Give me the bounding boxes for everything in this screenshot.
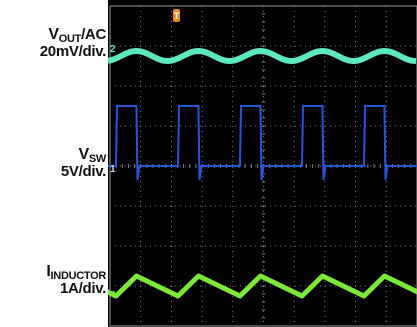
iind-trace (108, 273, 417, 299)
oscilloscope-display: T 2 1 4 (108, 0, 417, 327)
vsw-label: VSW 5V/div. (61, 146, 106, 180)
ch1-marker: 1 (110, 164, 116, 175)
trigger-marker-text: T (174, 11, 180, 21)
iind-label: IINDUCTOR 1A/div. (46, 263, 106, 297)
vsw-scale: 5V/div. (60, 163, 106, 180)
ch2-marker: 2 (110, 44, 116, 55)
trigger-marker: T (173, 9, 180, 22)
iind-label-name: IINDUCTOR (46, 263, 106, 282)
iind-scale: 1A/div. (60, 280, 106, 297)
ch4-marker: 4 (110, 290, 116, 301)
vout-scale: 20mV/div. (39, 43, 107, 60)
vout-label-name: VOUT/AC (48, 26, 106, 45)
vout-label: VOUT/AC 20mV/div. (39, 26, 107, 60)
vsw-label-name: VSW (78, 146, 107, 165)
vsw-trace (108, 105, 417, 181)
vout-trace (108, 48, 417, 64)
